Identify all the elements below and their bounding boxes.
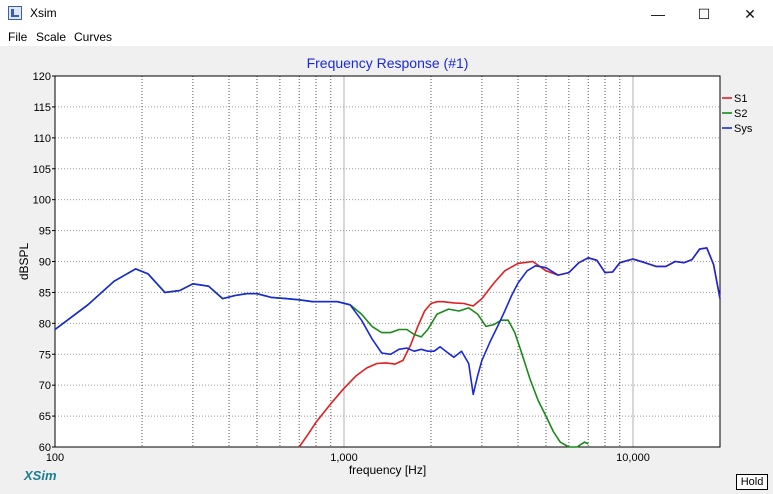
y-tick-label: 115 (33, 102, 51, 114)
y-tick-labels: 120 115 110 105 100 95 90 85 80 75 70 65 60 (33, 71, 55, 454)
legend-label: S2 (734, 108, 747, 120)
y-tick-label: 75 (39, 349, 51, 361)
y-tick-label: 95 (39, 226, 51, 238)
close-button[interactable]: ✕ (744, 5, 756, 22)
maximize-button[interactable]: ☐ (697, 5, 711, 22)
series-layer (54, 247, 721, 448)
y-tick-label: 65 (39, 411, 51, 423)
y-axis-label: dBSPL (17, 242, 31, 280)
app-icon (8, 6, 22, 20)
series-line-sys (54, 247, 721, 396)
x-tick-label: 10,000 (616, 452, 650, 464)
y-tick-label: 100 (33, 195, 51, 207)
legend-label: S1 (734, 93, 747, 105)
hold-button[interactable]: Hold (736, 474, 768, 490)
legend: S1 S2 Sys (722, 93, 753, 135)
plot-background (55, 76, 720, 447)
y-tick-label: 105 (33, 164, 51, 176)
chart-title: Frequency Response (#1) (307, 55, 469, 71)
x-tick-label: 100 (46, 452, 64, 464)
menu-scale[interactable]: Scale (36, 30, 67, 44)
y-tick-label: 60 (39, 442, 51, 454)
legend-label: Sys (734, 123, 753, 135)
y-tick-label: 80 (39, 318, 51, 330)
y-tick-label: 120 (33, 71, 51, 83)
title-bar: Xsim — ☐ ✕ (0, 0, 773, 28)
y-tick-label: 85 (39, 287, 51, 299)
x-tick-labels: 100 1,000 10,000 (46, 452, 650, 464)
minimize-button[interactable]: — (651, 6, 665, 22)
menu-bar: File Scale Curves (0, 28, 773, 46)
y-tick-label: 90 (39, 257, 51, 269)
y-tick-label: 110 (33, 133, 51, 145)
x-axis-label: frequency [Hz] (349, 463, 426, 477)
menu-file[interactable]: File (8, 30, 28, 44)
window-title: Xsim (30, 6, 57, 20)
xsim-brand-logo: XSim (24, 468, 57, 483)
y-tick-label: 70 (39, 380, 51, 392)
x-tick-label: 1,000 (330, 452, 358, 464)
menu-curves[interactable]: Curves (74, 30, 113, 44)
